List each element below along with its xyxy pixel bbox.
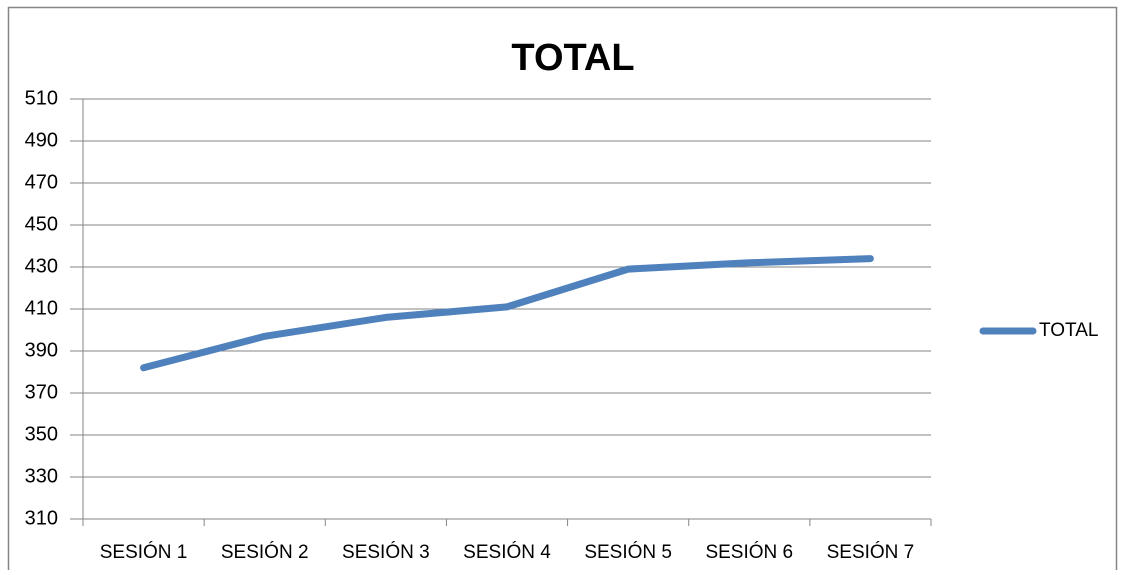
y-tick-label: 510 [25, 87, 58, 109]
legend-label: TOTAL [1039, 320, 1098, 341]
chart-title: TOTAL [511, 37, 634, 79]
x-tick-label: SESIÓN 6 [705, 541, 793, 563]
x-tick-label: SESIÓN 3 [342, 541, 430, 563]
y-tick-label: 450 [25, 213, 58, 235]
x-tick-label: SESIÓN 1 [100, 541, 188, 563]
series-line [140, 255, 874, 372]
y-tick-label: 490 [25, 129, 58, 151]
x-tick-label: SESIÓN 7 [827, 541, 915, 563]
y-tick-label: 470 [25, 171, 58, 193]
y-tick-label: 330 [25, 465, 58, 487]
y-tick-label: 310 [25, 507, 58, 529]
x-tick-label: SESIÓN 5 [584, 541, 672, 563]
y-tick-label: 390 [25, 339, 58, 361]
y-tick-label: 370 [25, 381, 58, 403]
y-tick-label: 430 [25, 255, 58, 277]
y-tick-label: 410 [25, 297, 58, 319]
x-tick-label: SESIÓN 4 [463, 541, 551, 563]
x-tick-label: SESIÓN 2 [221, 541, 309, 563]
y-tick-label: 350 [25, 423, 58, 445]
